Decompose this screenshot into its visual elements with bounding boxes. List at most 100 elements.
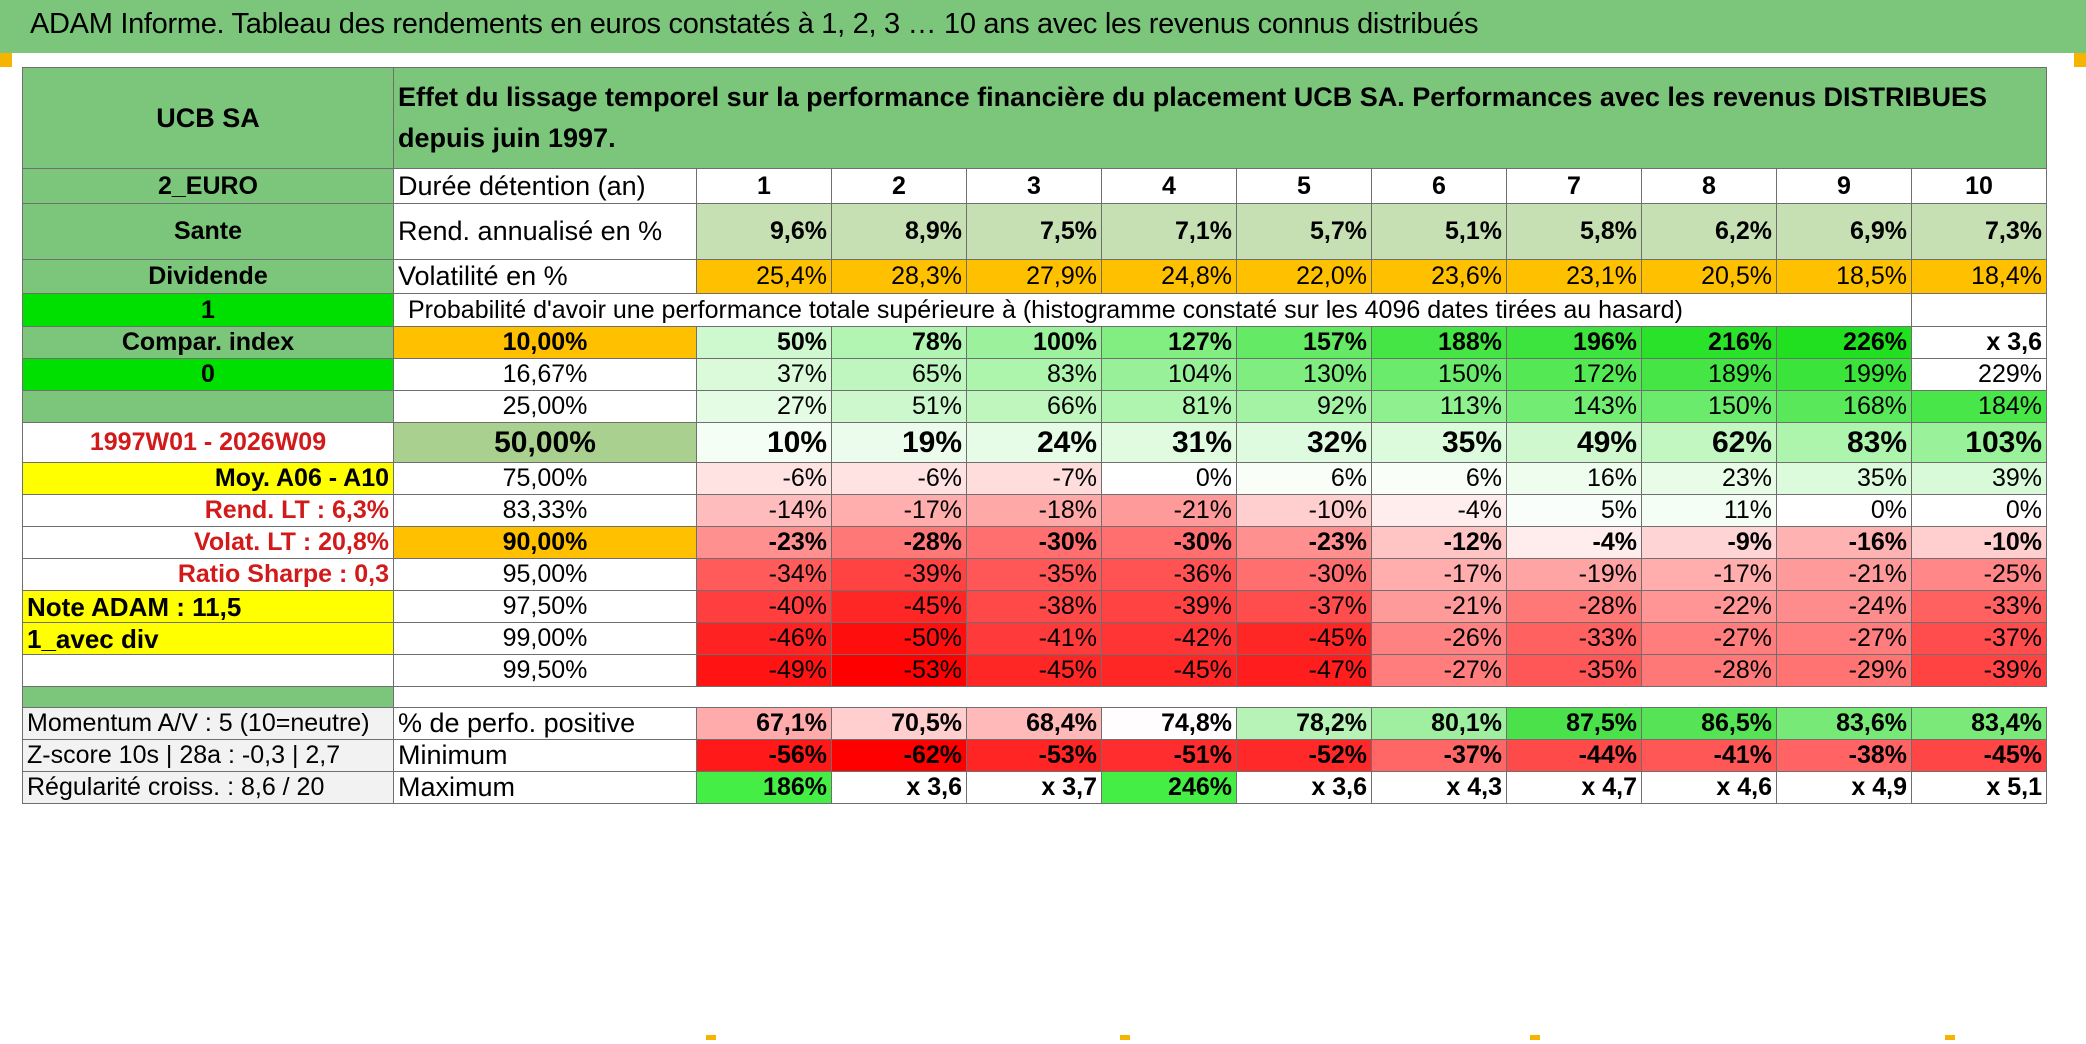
stat-value: 86,5% <box>1641 707 1777 740</box>
sector-label: Sante <box>22 203 394 260</box>
probability-value: -4% <box>1506 526 1642 559</box>
probability-value: 16% <box>1506 462 1642 495</box>
table-row: 1_avec div 99,00% -46% -50% -41% -42% -45% -26%… <box>22 622 2047 655</box>
table-row: 1 Probabilité d'avoir une performance tot… <box>22 293 2047 327</box>
probability-value: 27% <box>696 390 832 423</box>
stat-value: 67,1% <box>696 707 832 740</box>
bottom-marker <box>706 1035 716 1040</box>
volatilite-label: Volatilité en % <box>393 259 697 294</box>
rendement-label: Rend. annualisé en % <box>393 203 697 260</box>
probability-value: 31% <box>1101 422 1237 463</box>
rendement-value: 7,5% <box>966 203 1102 260</box>
volat-lt-label: Volat. LT : 20,8% <box>22 526 394 559</box>
probability-value: 188% <box>1371 326 1507 359</box>
probability-threshold: 97,50% <box>393 590 697 623</box>
probability-value: -39% <box>1101 590 1237 623</box>
probability-value: -36% <box>1101 558 1237 591</box>
rendement-value: 6,2% <box>1641 203 1777 260</box>
probability-value: -14% <box>696 494 832 527</box>
probability-value: -29% <box>1776 654 1912 687</box>
note-adam-label: Note ADAM : 11,5 <box>22 590 394 623</box>
rendement-value: 9,6% <box>696 203 832 260</box>
volatilite-value: 24,8% <box>1101 259 1237 294</box>
probability-value: -45% <box>1101 654 1237 687</box>
table-row <box>22 686 2047 708</box>
probability-value: -23% <box>1236 526 1372 559</box>
probability-value: -28% <box>1641 654 1777 687</box>
probability-title: Probabilité d'avoir une performance tota… <box>393 293 1912 327</box>
probability-value: -42% <box>1101 622 1237 655</box>
probability-threshold: 99,00% <box>393 622 697 655</box>
probability-value: -6% <box>696 462 832 495</box>
table-row: Rend. LT : 6,3% 83,33% -14% -17% -18% -21% -10… <box>22 494 2047 527</box>
rendement-value: 5,7% <box>1236 203 1372 260</box>
probability-value: -21% <box>1101 494 1237 527</box>
probability-value: -19% <box>1506 558 1642 591</box>
stat-value: -45% <box>1911 739 2047 772</box>
probability-value: 5% <box>1506 494 1642 527</box>
volatilite-value: 22,0% <box>1236 259 1372 294</box>
probability-value: -21% <box>1371 590 1507 623</box>
probability-value: -18% <box>966 494 1102 527</box>
probability-value: -22% <box>1641 590 1777 623</box>
empty-cell <box>1911 293 2047 327</box>
probability-value: -45% <box>831 590 967 623</box>
stat-value: x 4,7 <box>1506 771 1642 804</box>
probability-value: -34% <box>696 558 832 591</box>
probability-value: -9% <box>1641 526 1777 559</box>
probability-value: 50% <box>696 326 832 359</box>
table-row: 1997W01 - 2026W09 50,00% 10% 19% 24% 31% 32% 35… <box>22 422 2047 463</box>
probability-value: -17% <box>831 494 967 527</box>
probability-value: -50% <box>831 622 967 655</box>
rendement-value: 8,9% <box>831 203 967 260</box>
stat-value: 78,2% <box>1236 707 1372 740</box>
probability-value: 37% <box>696 358 832 391</box>
moy-label: Moy. A06 - A10 <box>22 462 394 495</box>
probability-value: -16% <box>1776 526 1912 559</box>
indicator-label: Régularité croiss. : 8,6 / 20 <box>22 771 394 804</box>
probability-value: -30% <box>966 526 1102 559</box>
stat-value: 186% <box>696 771 832 804</box>
probability-value: 130% <box>1236 358 1372 391</box>
table-row: Dividende Volatilité en % 25,4% 28,3% 27,9% 2… <box>22 259 2047 294</box>
probability-value: -4% <box>1371 494 1507 527</box>
stat-value: x 4,6 <box>1641 771 1777 804</box>
rend-lt-label: Rend. LT : 6,3% <box>22 494 394 527</box>
probability-value: 83% <box>1776 422 1912 463</box>
income-label: Dividende <box>22 259 394 294</box>
probability-value: 49% <box>1506 422 1642 463</box>
probability-value: 103% <box>1911 422 2047 463</box>
indicator-label: Momentum A/V : 5 (10=neutre) <box>22 707 394 740</box>
year-header: 6 <box>1371 168 1507 204</box>
code-one: 1 <box>22 293 394 327</box>
probability-value: -26% <box>1371 622 1507 655</box>
period-label: 1997W01 - 2026W09 <box>22 422 394 463</box>
probability-threshold: 50,00% <box>393 422 697 463</box>
stat-label: % de perfo. positive <box>393 707 697 740</box>
probability-value: -40% <box>696 590 832 623</box>
year-header: 3 <box>966 168 1102 204</box>
stat-value: -52% <box>1236 739 1372 772</box>
probability-threshold: 90,00% <box>393 526 697 559</box>
probability-value: -24% <box>1776 590 1912 623</box>
table-row: 2_EURO Durée détention (an) 1 2 3 4 5 6 7 8 9 10 <box>22 168 2047 204</box>
stat-value: 83,6% <box>1776 707 1912 740</box>
rendement-value: 5,1% <box>1371 203 1507 260</box>
probability-value: -27% <box>1776 622 1912 655</box>
probability-value: 172% <box>1506 358 1642 391</box>
stat-value: -44% <box>1506 739 1642 772</box>
probability-value: 199% <box>1776 358 1912 391</box>
volatilite-value: 23,1% <box>1506 259 1642 294</box>
year-header: 5 <box>1236 168 1372 204</box>
probability-value: 100% <box>966 326 1102 359</box>
probability-value: -28% <box>831 526 967 559</box>
stat-value: -38% <box>1776 739 1912 772</box>
indicator-label: Z-score 10s | 28a : -0,3 | 2,7 <box>22 739 394 772</box>
probability-value: -46% <box>696 622 832 655</box>
table-row: Momentum A/V : 5 (10=neutre)% de perfo. … <box>22 707 2047 740</box>
stat-value: 87,5% <box>1506 707 1642 740</box>
report-description: Effet du lissage temporel sur la perform… <box>393 67 2047 169</box>
probability-value: -38% <box>966 590 1102 623</box>
table-row: 25,00% 27% 51% 66% 81% 92% 113% 143% 150% 168% 184… <box>22 390 2047 423</box>
table-row: Régularité croiss. : 8,6 / 20 Maximum 186%… <box>22 771 2047 804</box>
